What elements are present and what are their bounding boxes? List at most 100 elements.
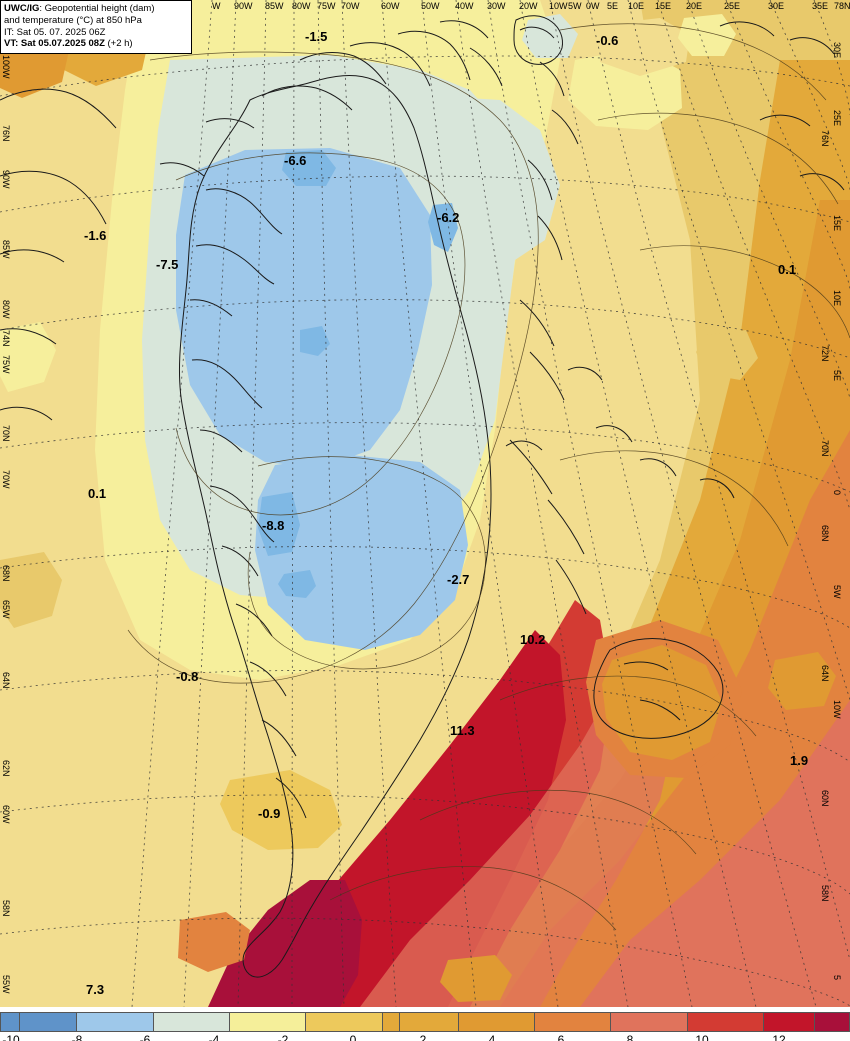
- axis-label-lat: 58N: [820, 885, 830, 902]
- temp-label: -1.6: [84, 228, 107, 243]
- axis-label-lon: 10E: [628, 1, 645, 11]
- axis-label-lon: 15E: [832, 215, 842, 232]
- info-valid-bold: VT: Sat 05.07.2025 08Z: [4, 38, 105, 50]
- axis-label-lon: 85W: [265, 1, 284, 11]
- colorbar-band: [77, 1013, 154, 1031]
- colorbar-tick: -6: [139, 1033, 151, 1041]
- axis-label-lon: 10E: [832, 290, 842, 307]
- axis-label-lat: 62N: [1, 760, 11, 777]
- colorbar-band: [399, 1013, 459, 1031]
- axis-label-lon: 75W: [317, 1, 336, 11]
- colorbar-tick: 0: [349, 1033, 357, 1041]
- axis-label-lon: 5E: [607, 1, 619, 11]
- temp-label: 0.1: [778, 262, 797, 277]
- colorbar-band: [19, 1013, 78, 1031]
- axis-label-lat: 76N: [1, 125, 11, 142]
- axis-label-lat: 74N: [1, 330, 11, 347]
- temp-label: -7.5: [156, 257, 179, 272]
- axis-label-lon: 75W: [1, 355, 11, 374]
- axis-label-lon: 30W: [487, 1, 506, 11]
- axis-label-lon: 100W: [1, 55, 11, 79]
- axis-label-lon: 90W: [1, 170, 11, 189]
- temp-label: -2.7: [447, 572, 470, 587]
- axis-label-lon: 60W: [1, 805, 11, 824]
- axis-label-lat: 5: [832, 975, 842, 981]
- colorbar-tick: 8: [626, 1033, 634, 1041]
- axis-label-lon: 80W: [292, 1, 311, 11]
- axis-label-lon: 10W: [549, 1, 568, 11]
- axis-label-lat: 68N: [1, 565, 11, 582]
- colorbar-tick: -10: [2, 1033, 20, 1041]
- colorbar-band: [458, 1013, 536, 1031]
- axis-label-lon: 30E: [832, 42, 842, 59]
- axis-label-lat: 78N: [834, 1, 850, 11]
- temp-label: -0.9: [258, 806, 281, 821]
- temp-label: -6.6: [284, 153, 307, 168]
- colorbar[interactable]: [0, 1012, 850, 1032]
- info-title-line2: and temperature (°C) at 850 hPa: [4, 14, 142, 26]
- axis-label-lat: 76N: [820, 130, 830, 147]
- colorbar-band: [306, 1013, 383, 1031]
- colorbar-band: [814, 1013, 849, 1031]
- info-init-time: IT: Sat 05. 07. 2025 06Z: [4, 26, 106, 38]
- axis-label-lon: 35E: [812, 1, 829, 11]
- temp-label: -8.8: [262, 518, 285, 533]
- info-title-line: UWC/IG: Geopotential height (dam): [4, 3, 188, 15]
- colorbar-band: [1, 1013, 20, 1031]
- info-title-rest: : Geopotential height (dam): [39, 3, 155, 14]
- colorbar-tick: -2: [277, 1033, 289, 1041]
- colorbar-band: [535, 1013, 612, 1031]
- axis-label-lon: 70W: [1, 470, 11, 489]
- axis-label-lon: 20W: [519, 1, 538, 11]
- colorbar-band: [382, 1013, 400, 1031]
- axis-label-lon: 25E: [724, 1, 741, 11]
- info-valid-lead: (+2 h): [107, 38, 133, 50]
- axis-label-lat: 68N: [820, 525, 830, 542]
- axis-label-lon: W: [212, 1, 221, 11]
- colorbar-area: -10 -8 -6 -4 -2 0 2 4 6 8 10 12: [0, 1007, 850, 1041]
- axis-label-lat: 70N: [1, 425, 11, 442]
- axis-label-lon: 10W: [832, 700, 842, 719]
- axis-label-lon: 50W: [421, 1, 440, 11]
- axis-label-lat: 72N: [820, 345, 830, 362]
- colorbar-tick: -4: [208, 1033, 220, 1041]
- axis-label-lon: 85W: [1, 240, 11, 259]
- axis-label-lon: 70W: [341, 1, 360, 11]
- colorbar-band: [687, 1013, 765, 1031]
- colorbar-tick: 6: [557, 1033, 565, 1041]
- info-source: UWC/IG: [4, 3, 40, 14]
- colorbar-tick: 4: [488, 1033, 496, 1041]
- axis-label-lat: 70N: [820, 440, 830, 457]
- colorbar-band: [611, 1013, 688, 1031]
- colorbar-tick: 2: [419, 1033, 427, 1041]
- axis-label-lon: 90W: [234, 1, 253, 11]
- axis-label-lon: 0: [832, 490, 842, 496]
- axis-label-lon: 5W: [568, 1, 582, 11]
- temp-label: -0.6: [596, 33, 619, 48]
- axis-label-lon: 60W: [381, 1, 400, 11]
- axis-label-lat: 60N: [820, 790, 830, 807]
- info-valid-time: VT: Sat 05.07.2025 08Z (+2 h): [4, 38, 188, 50]
- axis-label-lon: 20E: [686, 1, 703, 11]
- colorbar-band: [764, 1013, 815, 1031]
- temperature-map[interactable]: -1.5 -0.6 -6.6 -6.2 -1.6 -7.5 0.1 0.1 -8…: [0, 0, 850, 1007]
- temp-label: -6.2: [437, 210, 460, 225]
- axis-label-lon: 55W: [1, 975, 11, 994]
- axis-label-lon: 5W: [832, 585, 842, 599]
- axis-label-lon: 5E: [832, 370, 842, 382]
- axis-label-lon: 0W: [586, 1, 600, 11]
- axis-label-lon: 30E: [768, 1, 785, 11]
- map-info-box: UWC/IG: Geopotential height (dam) and te…: [0, 0, 192, 54]
- axis-label-lon: 40W: [455, 1, 474, 11]
- axis-label-lat: 58N: [1, 900, 11, 917]
- temp-label: 0.1: [88, 486, 107, 501]
- colorbar-tick: 12: [772, 1033, 786, 1041]
- temp-label: -0.8: [176, 669, 199, 684]
- axis-label-lon: 25E: [832, 110, 842, 127]
- temp-label: 10.2: [520, 632, 546, 647]
- colorbar-band: [229, 1013, 307, 1031]
- map-canvas: [0, 0, 850, 1007]
- axis-label-lat: 64N: [1, 672, 11, 689]
- temp-label: 1.9: [790, 753, 809, 768]
- axis-label-lon: 15E: [655, 1, 672, 11]
